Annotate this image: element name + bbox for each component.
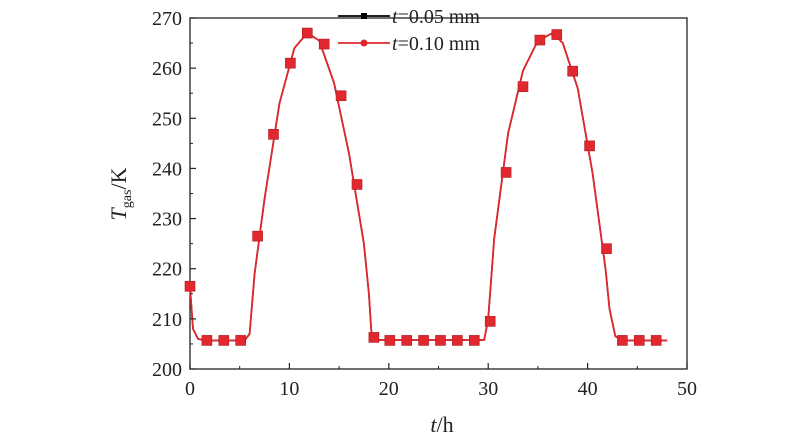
data-point (335, 90, 347, 102)
legend-marker (360, 39, 368, 47)
data-point (235, 335, 246, 346)
y-tick-label: 220 (152, 259, 182, 281)
y-tick-label: 230 (152, 209, 182, 231)
y-tick-label: 260 (152, 58, 182, 80)
data-point (534, 34, 546, 46)
series-1 (189, 32, 668, 342)
data-point (567, 65, 578, 77)
x-axis-title: t/h (430, 412, 453, 437)
data-point (351, 179, 363, 190)
legend-label: t=0.10 mm (392, 33, 480, 55)
y-axis-title: Tgas/K (106, 167, 135, 220)
series-line (189, 32, 668, 342)
data-point (268, 129, 279, 140)
data-point (285, 57, 296, 69)
legend-label: t=0.05 mm (392, 6, 480, 28)
data-point (218, 335, 230, 346)
y-tick-label: 240 (152, 158, 182, 180)
y-axis-unit: /K (106, 167, 131, 189)
data-point (601, 243, 612, 254)
series-2 (184, 27, 668, 346)
data-point (452, 335, 463, 346)
x-tick-label: 10 (279, 378, 299, 400)
legend-item: t=0.10 mm (338, 33, 480, 55)
data-point (584, 140, 595, 152)
legend: t=0.05 mm t=0.10 mm (338, 6, 480, 55)
x-tick-label: 20 (379, 378, 399, 400)
legend-item: t=0.05 mm (338, 6, 480, 28)
legend-marker (361, 13, 367, 19)
data-point (252, 230, 263, 242)
x-axis-var: t (430, 412, 437, 437)
y-tick-label: 250 (152, 108, 182, 130)
data-point (401, 335, 412, 346)
data-point (517, 81, 529, 92)
y-axis-var: T (106, 206, 131, 220)
data-point (650, 335, 662, 346)
data-point (435, 335, 446, 346)
y-tick-label: 200 (152, 359, 182, 381)
x-tick-label: 40 (578, 378, 598, 400)
axes-layer: 0 10 20 30 40 50 200 210 220 230 240 250 260 270 (152, 8, 697, 400)
y-axis-subscript: gas (120, 190, 135, 209)
data-point (484, 316, 496, 327)
series-layer (184, 27, 668, 346)
data-point (384, 335, 396, 346)
data-point (318, 38, 330, 50)
data-point (301, 27, 313, 39)
data-point (368, 332, 380, 343)
y-tick-label: 270 (152, 8, 182, 30)
data-point (633, 335, 645, 346)
data-point (418, 335, 429, 346)
x-axis-unit: /h (437, 412, 454, 437)
data-point (500, 167, 512, 178)
x-tick-label: 50 (677, 378, 697, 400)
series-line (189, 32, 668, 342)
data-point (617, 335, 628, 346)
x-tick-label: 0 (185, 378, 195, 400)
x-tick-label: 30 (478, 378, 498, 400)
data-point (551, 29, 563, 40)
data-point (468, 335, 480, 346)
y-tick-label: 210 (152, 309, 182, 331)
data-point (184, 280, 196, 292)
data-point (201, 335, 213, 346)
